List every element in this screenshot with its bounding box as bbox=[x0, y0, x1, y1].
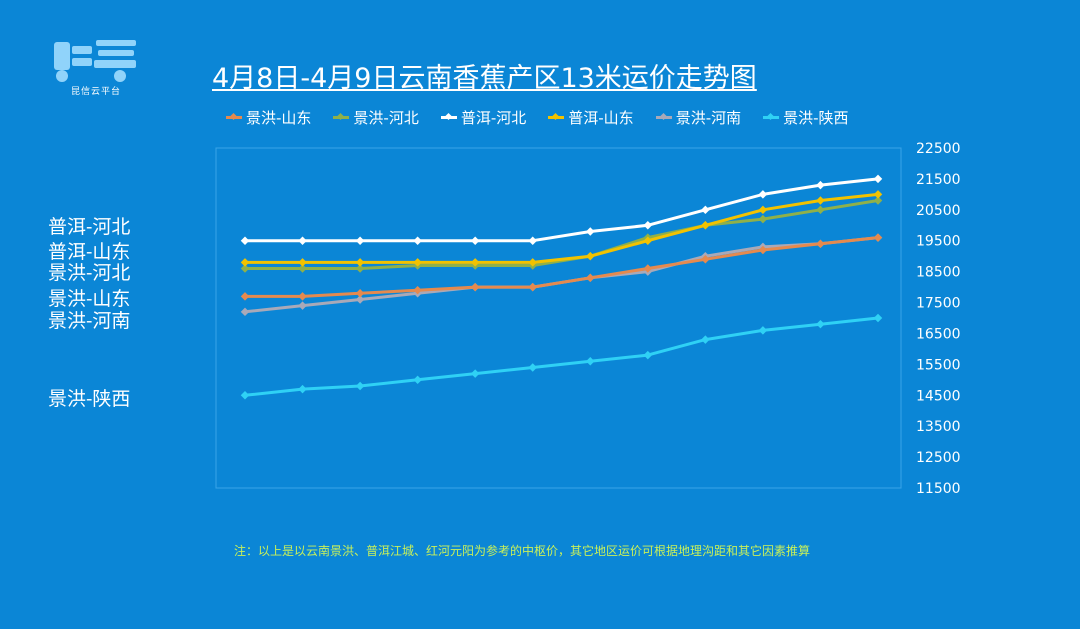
data-point bbox=[470, 282, 480, 292]
legend-label: 景洪-山东 bbox=[246, 108, 312, 127]
data-point bbox=[298, 292, 307, 301]
legend-item: 普洱-山东 bbox=[548, 107, 634, 128]
data-point bbox=[355, 295, 365, 304]
y-tick-label: 13500 bbox=[916, 419, 961, 435]
legend-label: 景洪-河北 bbox=[353, 108, 419, 127]
data-point bbox=[355, 258, 365, 267]
y-tick-label: 14500 bbox=[916, 388, 961, 404]
data-point bbox=[528, 363, 537, 372]
data-point bbox=[586, 357, 595, 366]
data-point bbox=[355, 289, 365, 298]
series-line bbox=[245, 192, 879, 264]
data-point bbox=[240, 391, 250, 400]
legend-swatch bbox=[226, 115, 242, 119]
legend-item: 景洪-陕西 bbox=[763, 107, 849, 128]
side-label: 景洪-山东 bbox=[48, 288, 131, 310]
y-tick-label: 12500 bbox=[916, 450, 961, 466]
legend-label: 普洱-河北 bbox=[460, 108, 527, 127]
data-point bbox=[355, 381, 365, 391]
series-line bbox=[244, 316, 879, 397]
data-point bbox=[643, 264, 653, 273]
y-tick-label: 21500 bbox=[916, 172, 961, 188]
legend-swatch bbox=[763, 115, 780, 119]
plot-area bbox=[215, 147, 902, 489]
side-label: 景洪-陕西 bbox=[48, 388, 131, 410]
legend-swatch bbox=[548, 115, 565, 119]
side-label: 景洪-河北 bbox=[48, 262, 131, 284]
chart-title: 4月8日-4月9日云南香蕉产区13米运价走势图 bbox=[212, 63, 757, 94]
legend-item: 景洪-河南 bbox=[655, 107, 742, 128]
legend-item: 普洱-河北 bbox=[440, 107, 527, 128]
data-point bbox=[413, 285, 422, 295]
data-point bbox=[873, 313, 883, 323]
y-tick-label: 18500 bbox=[916, 265, 961, 281]
data-point bbox=[470, 369, 480, 378]
data-point bbox=[355, 236, 365, 245]
data-point bbox=[298, 258, 307, 267]
legend-swatch bbox=[655, 115, 672, 119]
legend-label: 景洪-河南 bbox=[675, 108, 742, 127]
series-3 bbox=[240, 190, 883, 267]
side-label: 普洱-山东 bbox=[48, 241, 131, 263]
data-point bbox=[413, 375, 422, 385]
data-point bbox=[298, 236, 307, 245]
series-line bbox=[245, 177, 879, 243]
legend-item: 景洪-河北 bbox=[333, 107, 419, 128]
data-point bbox=[816, 319, 825, 329]
data-point bbox=[528, 258, 537, 267]
data-point bbox=[528, 282, 537, 292]
data-point bbox=[413, 258, 422, 267]
data-point bbox=[586, 273, 595, 283]
y-tick-label: 11500 bbox=[916, 481, 961, 497]
y-tick-label: 19500 bbox=[916, 234, 961, 250]
data-point bbox=[701, 255, 710, 264]
data-point bbox=[298, 301, 307, 310]
series-line bbox=[245, 236, 879, 298]
data-point bbox=[413, 236, 422, 245]
data-point bbox=[240, 258, 250, 267]
series-5 bbox=[240, 313, 883, 400]
legend-item: 景洪-山东 bbox=[226, 107, 311, 128]
y-tick-label: 15500 bbox=[916, 357, 961, 373]
logo-text: 昆信云平台 bbox=[70, 87, 121, 97]
truck-logo-icon bbox=[54, 40, 136, 82]
y-axis: 22500 21500 20500 19500 18500 17500 16500 15500… bbox=[916, 141, 961, 497]
y-tick-label: 16500 bbox=[916, 326, 961, 342]
data-point bbox=[240, 307, 250, 317]
data-point bbox=[240, 236, 250, 245]
y-tick-label: 22500 bbox=[916, 141, 961, 157]
data-point bbox=[355, 264, 365, 273]
data-point bbox=[758, 326, 768, 335]
y-tick-label: 20500 bbox=[916, 203, 961, 219]
chart-legend: 景洪-山东 景洪-河北 普洱-河北 普洱-山东 景洪-河南 景洪-陕西 bbox=[226, 106, 849, 128]
logo: 昆信云平台 bbox=[48, 34, 144, 106]
side-label: 景洪-河南 bbox=[48, 310, 131, 332]
data-point bbox=[470, 258, 480, 267]
data-point bbox=[298, 384, 307, 394]
legend-label: 景洪-陕西 bbox=[783, 108, 849, 127]
data-point bbox=[470, 236, 480, 245]
side-label: 普洱-河北 bbox=[48, 216, 131, 238]
legend-swatch bbox=[333, 115, 350, 119]
data-point bbox=[240, 292, 250, 301]
legend-swatch bbox=[440, 115, 457, 119]
data-point bbox=[643, 350, 653, 360]
data-point bbox=[298, 264, 307, 273]
data-point bbox=[240, 264, 250, 273]
series-line bbox=[245, 199, 879, 270]
y-tick-label: 17500 bbox=[916, 296, 961, 312]
legend-label: 普洱-山东 bbox=[568, 108, 634, 127]
footnote: 注：以上是以云南景洪、普洱江城、红河元阳为参考的中枢价，其它地区运价可根据地理沟… bbox=[234, 544, 811, 558]
data-point bbox=[701, 335, 710, 344]
